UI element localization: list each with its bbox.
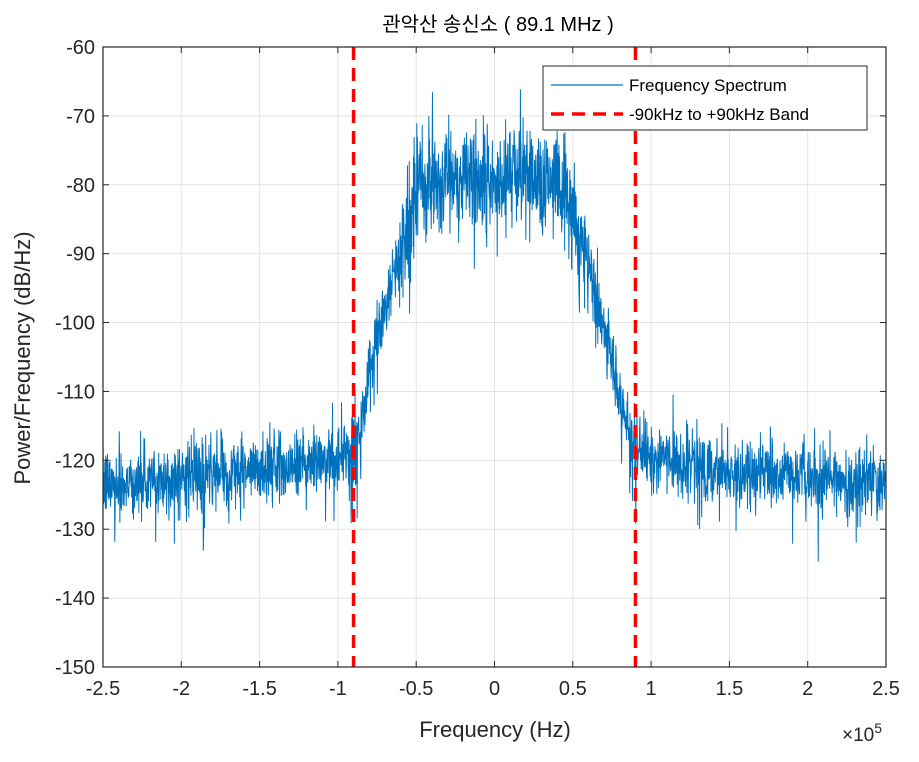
x-tick-label: -1 <box>329 678 347 700</box>
y-axis-label: Power/Frequency (dB/Hz) <box>10 231 35 484</box>
y-tick-label: -130 <box>55 519 95 541</box>
y-tick-label: -140 <box>55 588 95 610</box>
y-tick-label: -80 <box>66 175 95 197</box>
x-tick-label: -2.5 <box>86 678 120 700</box>
x-axis-label: Frequency (Hz) <box>419 717 571 742</box>
y-tick-label: -100 <box>55 313 95 335</box>
legend: Frequency Spectrum -90kHz to +90kHz Band <box>542 65 868 131</box>
y-tick-label: -110 <box>56 381 95 403</box>
x-exponent-power: 5 <box>874 720 882 736</box>
x-tick-label: 1.5 <box>715 678 743 700</box>
legend-label-frequency-spectrum: Frequency Spectrum <box>629 76 787 95</box>
data-layer <box>102 47 887 667</box>
y-tick-label: -150 <box>55 657 95 679</box>
chart-title: 관악산 송신소 ( 89.1 MHz ) <box>382 13 614 36</box>
x-tick-label: 0.5 <box>559 678 587 700</box>
legend-label-band: -90kHz to +90kHz Band <box>629 105 809 124</box>
x-tick-label: -2 <box>172 678 190 700</box>
axes-layer: -2.5 -2 -1.5 -1 -0.5 0 0.5 1 1.5 2 2.5 -150 -140 -130… <box>55 37 900 700</box>
x-tick-label: 1 <box>646 678 657 700</box>
x-tick-label: 2 <box>802 678 813 700</box>
x-axis-exponent: ×105 <box>842 720 882 746</box>
y-tick-label: -60 <box>66 37 95 59</box>
x-tick-label: 0 <box>489 678 500 700</box>
x-exponent-base: ×10 <box>842 725 874 746</box>
x-tick-label: -0.5 <box>399 678 433 700</box>
series-line-frequency-spectrum <box>102 89 887 562</box>
y-tick-label: -90 <box>66 244 95 266</box>
grid-layer <box>102 46 887 668</box>
x-tick-label: 2.5 <box>872 678 900 700</box>
y-tick-label: -70 <box>66 106 95 128</box>
legend-box <box>542 65 868 131</box>
y-tick-label: -120 <box>55 450 95 472</box>
x-tick-label: -1.5 <box>242 678 276 700</box>
